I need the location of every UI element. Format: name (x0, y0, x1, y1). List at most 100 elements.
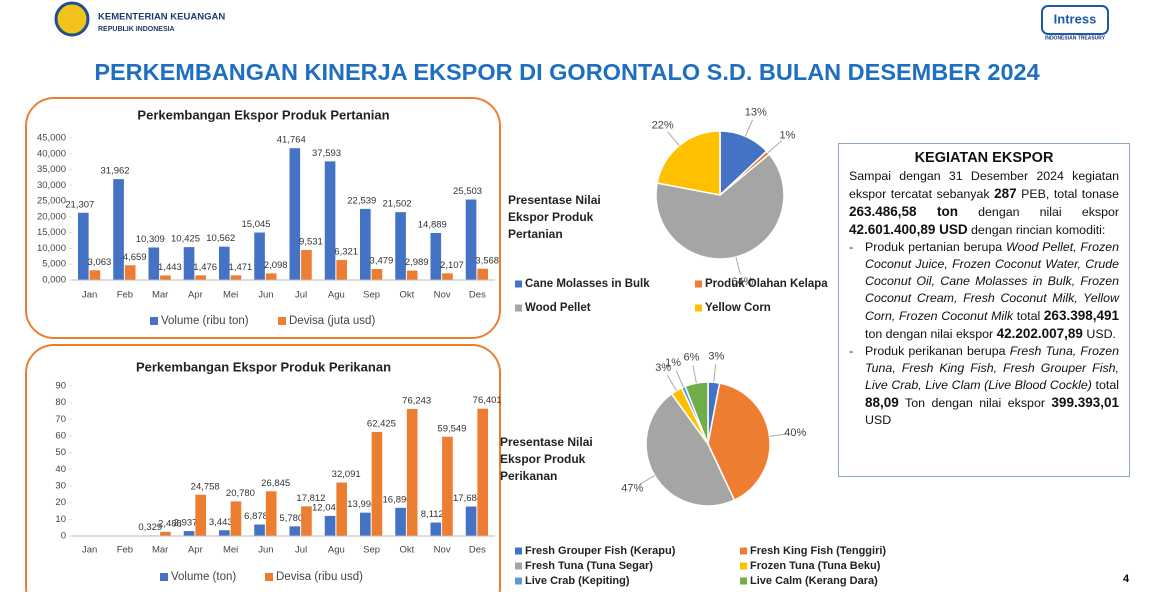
data-label: 12,041 (312, 502, 341, 513)
bar (324, 161, 336, 280)
legend-label: Cane Molasses in Bulk (525, 278, 650, 290)
legend-swatch (740, 562, 747, 570)
bar (395, 507, 406, 536)
bar (113, 179, 124, 280)
legend-label: Volume (ribu ton) (161, 315, 249, 327)
data-label: 3,443 (209, 517, 233, 528)
data-label: 62,425 (367, 418, 396, 429)
data-label: 17,684 (453, 493, 482, 504)
chart-title: Perkembangan Ekspor Produk Pertanian (137, 107, 389, 122)
data-label: 6,878 (244, 511, 268, 522)
brand-name: Intress (1054, 11, 1097, 26)
data-label: 37,593 (312, 148, 341, 159)
x-tick-label: Mei (223, 290, 238, 301)
x-tick-label: Des (469, 290, 486, 301)
x-tick-label: Jul (295, 545, 307, 556)
x-tick-label: Mar (152, 545, 168, 556)
legend-label: Fresh Grouper Fish (Kerapu) (525, 545, 676, 557)
legend-label: Devisa (juta usd) (289, 315, 375, 327)
bar (477, 268, 489, 280)
pie-label: 47% (621, 483, 643, 495)
bar (301, 506, 312, 536)
panel (25, 97, 501, 339)
pie-label: 64% (731, 276, 753, 288)
pie-slice (645, 392, 736, 507)
bar (195, 494, 207, 536)
bar (442, 273, 453, 280)
legend-label: Fresh King Fish (Tenggiri) (750, 545, 886, 557)
text: USD. (1082, 327, 1116, 341)
text: 263.486,58 ton (849, 204, 959, 219)
list: Produk pertanian berupa Wood Pellet, Fro… (849, 239, 1119, 429)
pie-slice (656, 130, 721, 196)
legend-label: Produk Olahan Kelapa (705, 278, 828, 290)
data-label: 25,503 (453, 186, 482, 197)
bar (324, 515, 336, 536)
data-label: 21,502 (383, 199, 412, 210)
data-label: 3,063 (88, 257, 112, 268)
x-tick-label: Sep (363, 545, 380, 556)
data-label: 3,479 (370, 256, 394, 267)
text: 42.202.007,89 (996, 326, 1083, 341)
pie-slice (655, 153, 785, 260)
bar (265, 491, 277, 536)
y-tick-label: 20 (55, 497, 66, 508)
x-tick-label: Des (469, 545, 486, 556)
text: Fresh Tuna, Frozen Tuna, Fresh King Fish… (865, 344, 1119, 392)
x-tick-label: Sep (363, 290, 380, 301)
bar (395, 212, 406, 280)
legend-label: Fresh Tuna (Tuna Segar) (525, 560, 653, 572)
y-tick-label: 25,000 (37, 196, 66, 207)
logo (54, 1, 90, 37)
bar (477, 408, 489, 536)
data-label: 6,321 (334, 247, 358, 258)
legend-swatch (278, 317, 286, 325)
y-tick-label: 0 (61, 531, 66, 542)
pie-label: 6% (684, 351, 700, 363)
x-tick-label: Mar (152, 290, 168, 301)
leader-line (638, 475, 655, 486)
y-tick-label: 15,000 (37, 227, 66, 238)
intro: Sampai dengan 31 Desember 2024 kegiatan … (849, 168, 1119, 239)
page-number: 4 (1123, 573, 1130, 585)
legend-label: Yellow Corn (705, 302, 771, 314)
x-tick-label: Nov (434, 290, 451, 301)
text: Produk perikanan berupa (865, 344, 1010, 358)
leader-line (667, 131, 680, 147)
bar (336, 260, 348, 280)
y-tick-label: 5,000 (42, 259, 66, 270)
data-label: 2,098 (264, 260, 288, 271)
data-label: 8,112 (421, 509, 444, 520)
text: 263.398,491 (1043, 308, 1119, 323)
item: Produk pertanian berupa Wood Pellet, Fro… (849, 239, 1119, 343)
data-label: 9,531 (299, 236, 323, 247)
bar (254, 232, 265, 280)
pie-label: 22% (652, 120, 674, 132)
y-tick-label: 20,000 (37, 211, 66, 222)
y-tick-label: 70 (55, 414, 66, 425)
text: Produk pertanian berupa (865, 240, 1006, 254)
text: 399.393,01 (1051, 395, 1119, 410)
bar (336, 482, 348, 536)
y-tick-label: 50 (55, 447, 66, 458)
data-label: 14,889 (418, 220, 447, 231)
data-label: 26,845 (261, 478, 290, 489)
data-label: 2,937 (174, 518, 198, 529)
text: Wood Pellet, Frozen Coconut Juice, Froze… (865, 240, 1119, 323)
leader-line (675, 370, 684, 388)
y-tick-label: 35,000 (37, 164, 66, 175)
pie-label: 13% (745, 106, 767, 118)
y-tick-label: 80 (55, 397, 66, 408)
bar (160, 275, 171, 280)
pie-slice (707, 382, 771, 502)
y-tick-label: 10,000 (37, 243, 66, 254)
bar (359, 512, 371, 536)
leader-line (735, 256, 741, 275)
bar (289, 526, 301, 536)
bar (254, 524, 265, 536)
text: total (1013, 309, 1044, 323)
legend-label: Frozen Tuna (Tuna Beku) (750, 560, 881, 572)
legend-swatch (515, 547, 522, 555)
legend-swatch (515, 577, 522, 585)
